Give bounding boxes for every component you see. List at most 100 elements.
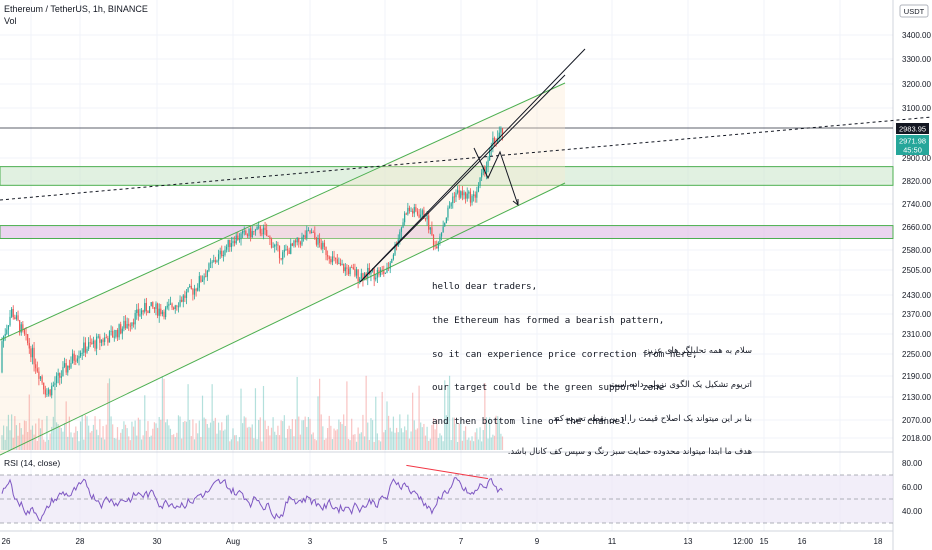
- candle-body: [173, 307, 175, 309]
- candle-body: [294, 240, 297, 243]
- candle-body: [495, 143, 497, 145]
- volume-bar: [177, 415, 180, 450]
- candle-body: [469, 191, 472, 203]
- candle-body: [448, 206, 451, 208]
- volume-bar: [288, 425, 290, 450]
- volume-bar: [67, 436, 69, 450]
- support-zone[interactable]: [0, 166, 894, 186]
- candle-body: [336, 259, 338, 264]
- candle-body: [108, 331, 111, 343]
- candle-body: [152, 302, 154, 308]
- candle-body: [65, 363, 67, 373]
- candle-body: [481, 172, 483, 178]
- candle-body: [418, 214, 420, 218]
- volume-bar: [208, 427, 210, 450]
- volume-bar: [413, 420, 415, 450]
- volume-bar: [232, 428, 234, 450]
- volume-bar: [376, 433, 378, 450]
- volume-bar: [407, 414, 409, 450]
- candle-body: [285, 249, 287, 251]
- wedge-upper-line[interactable]: [359, 48, 586, 283]
- annotation-english[interactable]: hello dear traders, the Ethereum has for…: [432, 259, 698, 438]
- candle-body: [240, 233, 242, 240]
- volume-bar: [155, 423, 157, 450]
- candle-body: [35, 364, 37, 369]
- volume-bar: [267, 425, 269, 450]
- volume-bar: [198, 420, 200, 450]
- candle-body: [405, 213, 407, 215]
- volume-bar: [28, 394, 30, 450]
- currency-badge[interactable]: USDT: [899, 4, 929, 18]
- volume-bar: [455, 423, 457, 450]
- purple-zone[interactable]: [0, 225, 894, 239]
- volume-bar: [248, 426, 250, 450]
- volume-bar: [124, 424, 127, 450]
- currency-badge-label: USDT: [904, 7, 925, 16]
- candle-body: [131, 322, 133, 327]
- candle-body: [317, 238, 319, 245]
- candle-body: [392, 254, 395, 260]
- volume-bar: [80, 421, 82, 450]
- candle-body: [182, 295, 184, 302]
- candle-body: [67, 365, 69, 373]
- volume-bar: [144, 395, 146, 450]
- time-axis-label: 28: [76, 537, 85, 546]
- volume-bar: [197, 433, 199, 450]
- volume-bar: [245, 417, 247, 450]
- volume-bar: [47, 439, 50, 450]
- volume-bar: [115, 438, 117, 450]
- candle-body: [205, 276, 207, 278]
- volume-bar: [108, 378, 111, 450]
- candle-body: [129, 325, 131, 327]
- volume-bar: [161, 376, 164, 450]
- volume-bar: [78, 441, 80, 450]
- volume-bar: [418, 385, 420, 450]
- candle-body: [270, 238, 273, 248]
- volume-bar: [270, 427, 273, 450]
- volume-bar: [25, 421, 27, 450]
- volume-bar: [346, 381, 348, 450]
- rsi-divergence-line[interactable]: [406, 464, 489, 480]
- candle-body: [80, 352, 82, 356]
- symbol-title[interactable]: Ethereum / TetherUS, 1h, BINANCE: [4, 4, 148, 14]
- candle-body: [412, 210, 414, 214]
- channel-lower-line[interactable]: [0, 182, 566, 456]
- candle-body: [230, 243, 232, 248]
- volume-bar: [306, 426, 308, 450]
- volume-bar: [39, 428, 42, 450]
- candle-body: [160, 308, 162, 315]
- volume-bar: [479, 427, 481, 450]
- candle-body: [169, 303, 172, 305]
- candle-body: [177, 306, 180, 308]
- volume-bar: [500, 433, 502, 450]
- rsi-title[interactable]: RSI (14, close): [4, 458, 60, 468]
- volume-bar: [43, 439, 45, 450]
- candle-body: [312, 232, 314, 233]
- candle-body: [229, 239, 231, 248]
- candle-body: [371, 269, 374, 272]
- candle-body: [60, 376, 62, 378]
- volume-bar: [351, 418, 353, 450]
- candle-body: [373, 269, 375, 280]
- channel-upper-line[interactable]: [0, 82, 566, 341]
- volume-bar: [320, 414, 322, 450]
- volume-bar: [243, 416, 245, 450]
- wedge-lower-line[interactable]: [359, 74, 566, 283]
- projection-path[interactable]: [473, 147, 519, 206]
- candle-body: [142, 310, 144, 312]
- volume-bar: [129, 440, 131, 450]
- candle-body: [4, 333, 6, 336]
- candle-body: [221, 250, 223, 257]
- volume-label[interactable]: Vol: [4, 16, 17, 26]
- level-price-badge[interactable]: 2983.95: [896, 123, 929, 134]
- candle-body: [282, 252, 284, 260]
- volume-bar: [299, 434, 301, 450]
- time-axis-label: 11: [608, 537, 617, 546]
- time-axis-label: Aug: [226, 537, 240, 546]
- annotation-en-line: our target could be the green support zo…: [432, 382, 665, 394]
- annotation-persian[interactable]: سلام به همه تحلیلگر های عزیز اتریوم تشکی…: [492, 323, 752, 469]
- volume-bar: [432, 418, 435, 450]
- candle-body: [408, 207, 411, 212]
